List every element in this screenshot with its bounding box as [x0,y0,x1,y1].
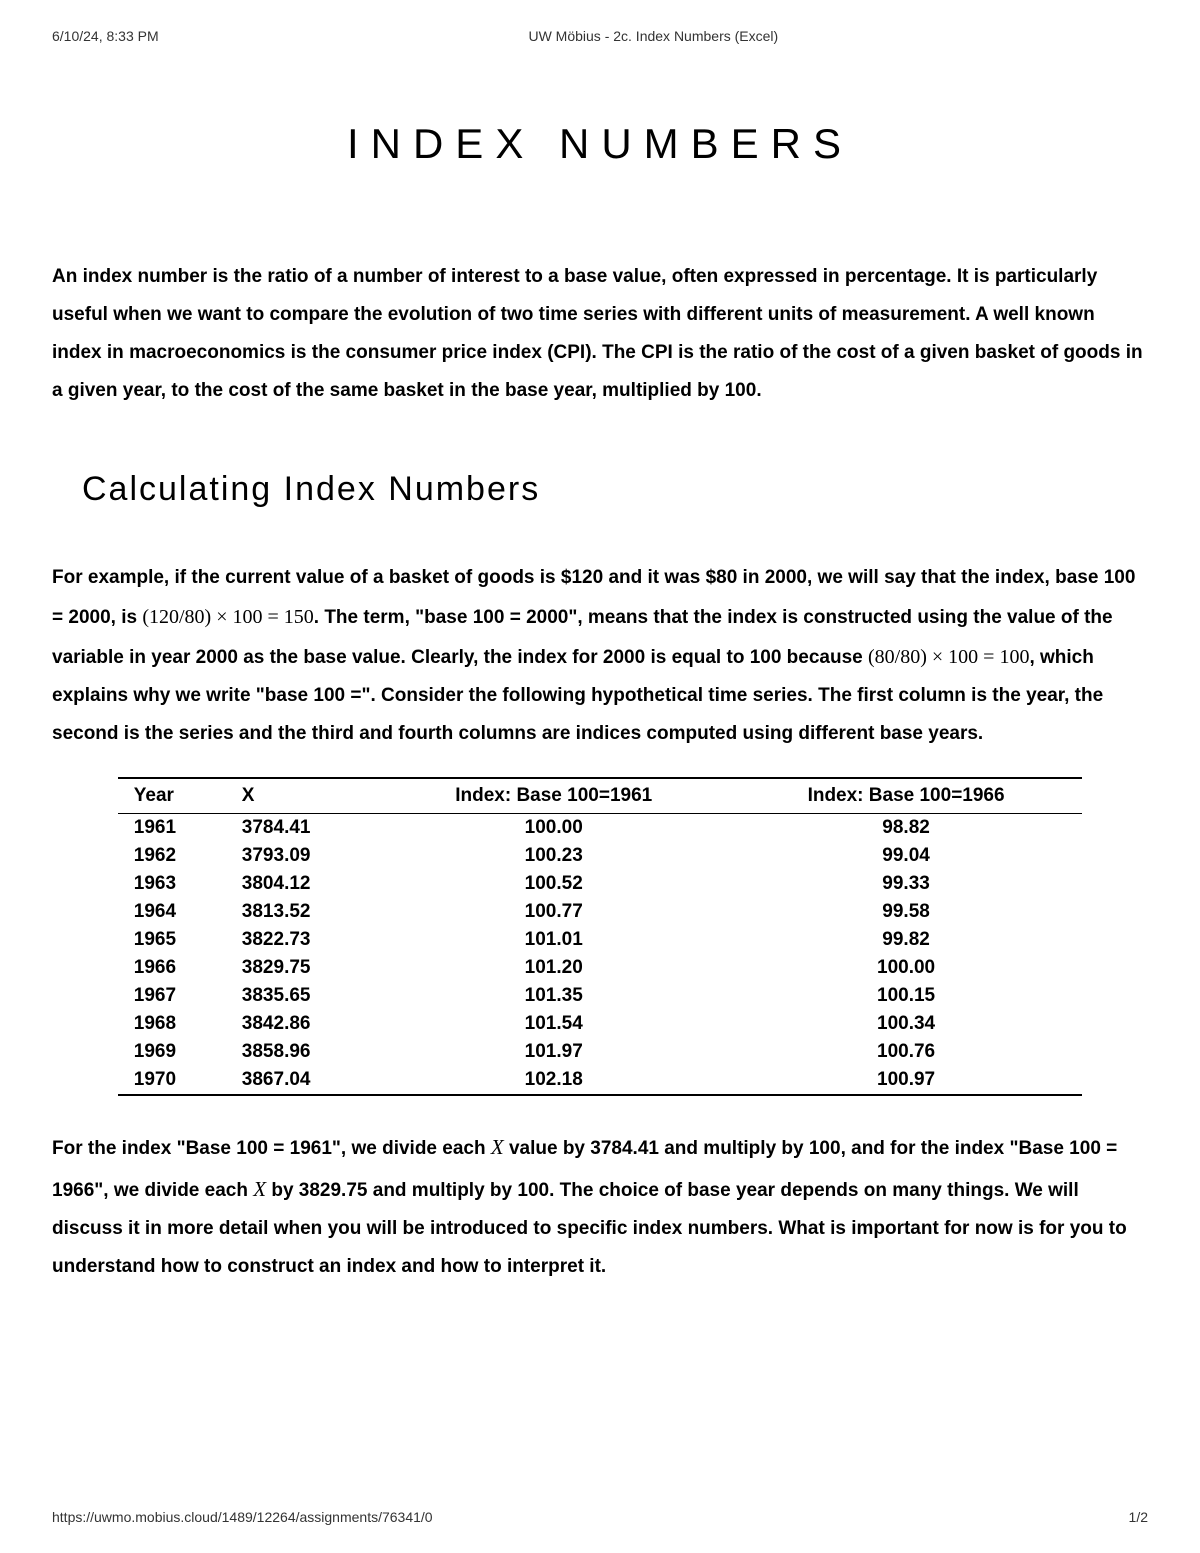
math-var-x2: X [253,1177,266,1201]
table-cell: 100.00 [378,814,730,843]
table-cell: 101.97 [378,1038,730,1066]
paragraph-1: For example, if the current value of a b… [52,559,1148,753]
table-row: 19673835.65101.35100.15 [118,982,1082,1010]
table-cell: 1965 [118,926,230,954]
table-cell: 1966 [118,954,230,982]
page-title: INDEX NUMBERS [52,120,1148,168]
table-cell: 1969 [118,1038,230,1066]
section-title: Calculating Index Numbers [82,470,1148,509]
table-cell: 100.34 [730,1010,1082,1038]
table-cell: 3784.41 [230,814,378,843]
table-cell: 99.04 [730,842,1082,870]
table-cell: 101.35 [378,982,730,1010]
table-cell: 99.82 [730,926,1082,954]
table-cell: 100.77 [378,898,730,926]
table-cell: 1967 [118,982,230,1010]
math-expr-2: (80/80) × 100 = 100 [868,646,1029,668]
table-row: 19623793.09100.2399.04 [118,842,1082,870]
intro-paragraph: An index number is the ratio of a number… [52,258,1148,410]
table-cell: 3835.65 [230,982,378,1010]
table-cell: 3829.75 [230,954,378,982]
print-doc-title: UW Möbius - 2c. Index Numbers (Excel) [52,28,1148,44]
table-cell: 3867.04 [230,1066,378,1095]
table-cell: 1963 [118,870,230,898]
math-expr-1: (120/80) × 100 = 150 [142,606,313,628]
footer-url: https://uwmo.mobius.cloud/1489/12264/ass… [52,1509,433,1525]
table-row: 19683842.86101.54100.34 [118,1010,1082,1038]
table-row: 19643813.52100.7799.58 [118,898,1082,926]
table-cell: 99.58 [730,898,1082,926]
table-cell: 3793.09 [230,842,378,870]
paragraph-2: For the index "Base 100 = 1961", we divi… [52,1126,1148,1286]
table-cell: 3858.96 [230,1038,378,1066]
print-footer: https://uwmo.mobius.cloud/1489/12264/ass… [0,1509,1200,1525]
table-cell: 101.20 [378,954,730,982]
table-body: 19613784.41100.0098.8219623793.09100.239… [118,814,1082,1096]
table-cell: 3813.52 [230,898,378,926]
table-row: 19633804.12100.5299.33 [118,870,1082,898]
para2-text-a: For the index "Base 100 = 1961", we divi… [52,1138,491,1159]
table-cell: 101.54 [378,1010,730,1038]
table-cell: 100.76 [730,1038,1082,1066]
col-year: Year [118,778,230,814]
col-idx66: Index: Base 100=1966 [730,778,1082,814]
table-cell: 1962 [118,842,230,870]
table-cell: 1968 [118,1010,230,1038]
table-cell: 100.97 [730,1066,1082,1095]
table-cell: 1961 [118,814,230,843]
table-cell: 1964 [118,898,230,926]
table-cell: 101.01 [378,926,730,954]
print-timestamp: 6/10/24, 8:33 PM [52,28,159,44]
table-cell: 3822.73 [230,926,378,954]
table-row: 19613784.41100.0098.82 [118,814,1082,843]
col-x: X [230,778,378,814]
table-cell: 102.18 [378,1066,730,1095]
table-header-row: Year X Index: Base 100=1961 Index: Base … [118,778,1082,814]
footer-page: 1/2 [1129,1509,1148,1525]
table-cell: 99.33 [730,870,1082,898]
table-row: 19703867.04102.18100.97 [118,1066,1082,1095]
print-header: 6/10/24, 8:33 PM UW Möbius - 2c. Index N… [0,28,1200,44]
table-cell: 100.15 [730,982,1082,1010]
table-row: 19693858.96101.97100.76 [118,1038,1082,1066]
table-cell: 3804.12 [230,870,378,898]
table-cell: 3842.86 [230,1010,378,1038]
table-cell: 1970 [118,1066,230,1095]
table-row: 19663829.75101.20100.00 [118,954,1082,982]
col-idx61: Index: Base 100=1961 [378,778,730,814]
index-table: Year X Index: Base 100=1961 Index: Base … [118,777,1082,1096]
page-content: INDEX NUMBERS An index number is the rat… [52,90,1148,1310]
table-row: 19653822.73101.0199.82 [118,926,1082,954]
table-cell: 98.82 [730,814,1082,843]
table-cell: 100.00 [730,954,1082,982]
table-cell: 100.23 [378,842,730,870]
table-cell: 100.52 [378,870,730,898]
math-var-x1: X [491,1135,504,1159]
